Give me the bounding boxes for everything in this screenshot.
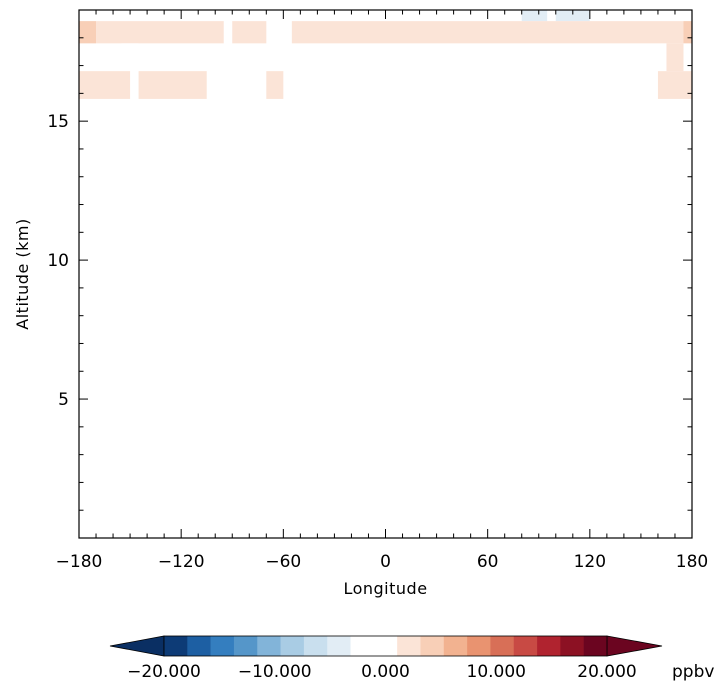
- heatmap-cell: [674, 10, 692, 22]
- heatmap-cell: [96, 10, 301, 22]
- heatmap-cell: [291, 21, 684, 44]
- colorbar-under-arrow: [109, 635, 165, 657]
- y-tick-label: 5: [58, 390, 69, 410]
- x-axis-label: Longitude: [343, 579, 427, 598]
- heatmap-cell: [683, 21, 692, 44]
- colorbar-bin: [187, 636, 211, 656]
- colorbar-bin: [583, 636, 608, 656]
- heatmap-cell: [121, 43, 139, 72]
- heatmap-cell: [138, 71, 207, 99]
- colorbar-tick-label: −20.000: [127, 662, 201, 682]
- colorbar-bin: [164, 636, 188, 656]
- colorbar-tick-label: 20.000: [577, 662, 636, 682]
- heatmap-cell: [521, 10, 548, 22]
- colorbar-bin: [280, 636, 305, 656]
- colorbar-tick-label: 0.000: [361, 662, 410, 682]
- colorbar-bin: [513, 636, 538, 656]
- y-tick-label: 10: [47, 251, 69, 271]
- x-tick-label: −60: [265, 552, 301, 572]
- colorbar-bin: [397, 636, 421, 656]
- x-tick-label: −180: [56, 552, 103, 572]
- colorbar-bin: [303, 636, 328, 656]
- x-tick-label: 60: [477, 552, 499, 572]
- colorbar-bin: [233, 636, 258, 656]
- colorbar-bin: [560, 636, 584, 656]
- heatmap-cell: [96, 21, 224, 44]
- y-tick-label: 15: [47, 112, 69, 132]
- heatmap-cell: [666, 43, 684, 72]
- colorbar: −20.000 −10.000 0.000 10.000 20.000: [109, 635, 663, 682]
- axis-ticks: −180 −120 −60 0 60 120 180 5 10 15: [47, 10, 708, 572]
- colorbar-unit-label: ppbv: [672, 662, 714, 682]
- colorbar-bin: [537, 636, 561, 656]
- colorbar-bin: [467, 636, 491, 656]
- heatmap-cell: [555, 10, 590, 22]
- x-tick-label: 180: [676, 552, 708, 572]
- colorbar-bin: [327, 636, 351, 656]
- colorbar-bin: [443, 636, 468, 656]
- colorbar-bin: [373, 636, 398, 656]
- colorbar-bin: [420, 636, 445, 656]
- colorbar-over-arrow: [606, 635, 663, 657]
- heatmap-cell: [79, 71, 131, 99]
- heatmap-cell: [232, 21, 267, 44]
- x-tick-label: −120: [158, 552, 205, 572]
- colorbar-tick-label: 10.000: [467, 662, 526, 682]
- colorbar-bin: [350, 636, 375, 656]
- colorbar-bin: [257, 636, 281, 656]
- x-tick-label: 0: [380, 552, 391, 572]
- heatmap-cell: [79, 10, 97, 22]
- heatmap-cell: [666, 10, 675, 22]
- heatmap-cell: [266, 71, 284, 99]
- colorbar-tick-label: −10.000: [238, 662, 312, 682]
- heatmap-cell: [547, 10, 556, 22]
- heatmap-cell: [300, 10, 522, 22]
- heatmap-cell: [79, 21, 97, 44]
- y-axis-label: Altitude (km): [13, 218, 32, 329]
- colorbar-bin: [490, 636, 515, 656]
- colorbar-frame: [163, 635, 608, 657]
- heatmap-cell: [657, 71, 692, 99]
- heatmap-cells: [79, 10, 692, 99]
- colorbar-bin: [210, 636, 235, 656]
- x-tick-label: 120: [574, 552, 606, 572]
- heatmap-cell: [589, 10, 667, 22]
